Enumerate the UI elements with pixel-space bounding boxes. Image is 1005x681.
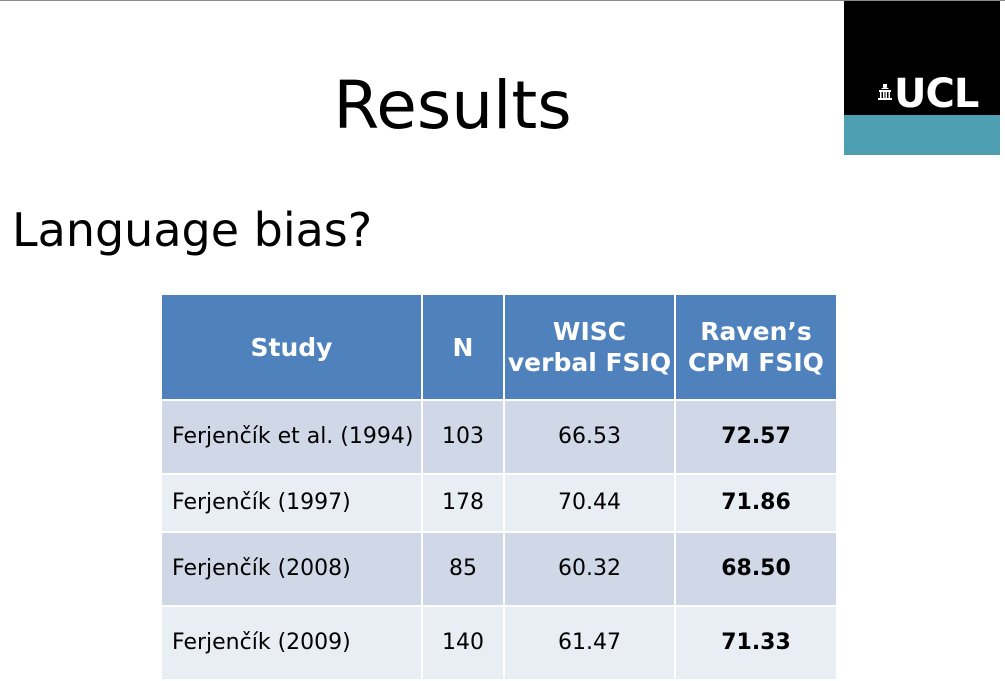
cell-n: 103	[421, 399, 505, 475]
cell-raven: 71.33	[674, 605, 838, 681]
cell-wisc: 66.53	[503, 399, 676, 475]
cell-wisc: 70.44	[503, 473, 676, 533]
logo-teal-band	[844, 115, 1000, 155]
logo-wordmark: UCL	[894, 71, 979, 117]
top-border	[0, 0, 1005, 1]
header-raven: Raven’s CPM FSIQ	[674, 293, 838, 401]
cell-n: 178	[421, 473, 505, 533]
cell-study: Ferjenčík (1997)	[160, 473, 423, 533]
cell-study: Ferjenčík et al. (1994)	[160, 399, 423, 475]
logo-black-band	[844, 1, 1000, 115]
ucl-logo: UCL	[844, 1, 1000, 155]
cell-raven: 71.86	[674, 473, 838, 533]
table-row: Ferjenčík (1997) 178 70.44 71.86	[160, 473, 838, 533]
cell-wisc: 60.32	[503, 531, 676, 607]
table-row: Ferjenčík et al. (1994) 103 66.53 72.57	[160, 399, 838, 475]
cell-n: 140	[421, 605, 505, 681]
table-row: Ferjenčík (2008) 85 60.32 68.50	[160, 531, 838, 607]
results-table: Study N WISC verbal FSIQ Raven’s CPM FSI…	[160, 293, 838, 681]
portico-icon	[878, 84, 892, 100]
slide-subtitle: Language bias?	[12, 203, 373, 257]
cell-study: Ferjenčík (2009)	[160, 605, 423, 681]
cell-n: 85	[421, 531, 505, 607]
table-row: Ferjenčík (2009) 140 61.47 71.33	[160, 605, 838, 681]
cell-raven: 68.50	[674, 531, 838, 607]
slide-title: Results	[333, 67, 572, 144]
table-header-row: Study N WISC verbal FSIQ Raven’s CPM FSI…	[160, 293, 838, 401]
header-study: Study	[160, 293, 423, 401]
header-n: N	[421, 293, 505, 401]
cell-raven: 72.57	[674, 399, 838, 475]
cell-study: Ferjenčík (2008)	[160, 531, 423, 607]
header-wisc: WISC verbal FSIQ	[503, 293, 676, 401]
cell-wisc: 61.47	[503, 605, 676, 681]
